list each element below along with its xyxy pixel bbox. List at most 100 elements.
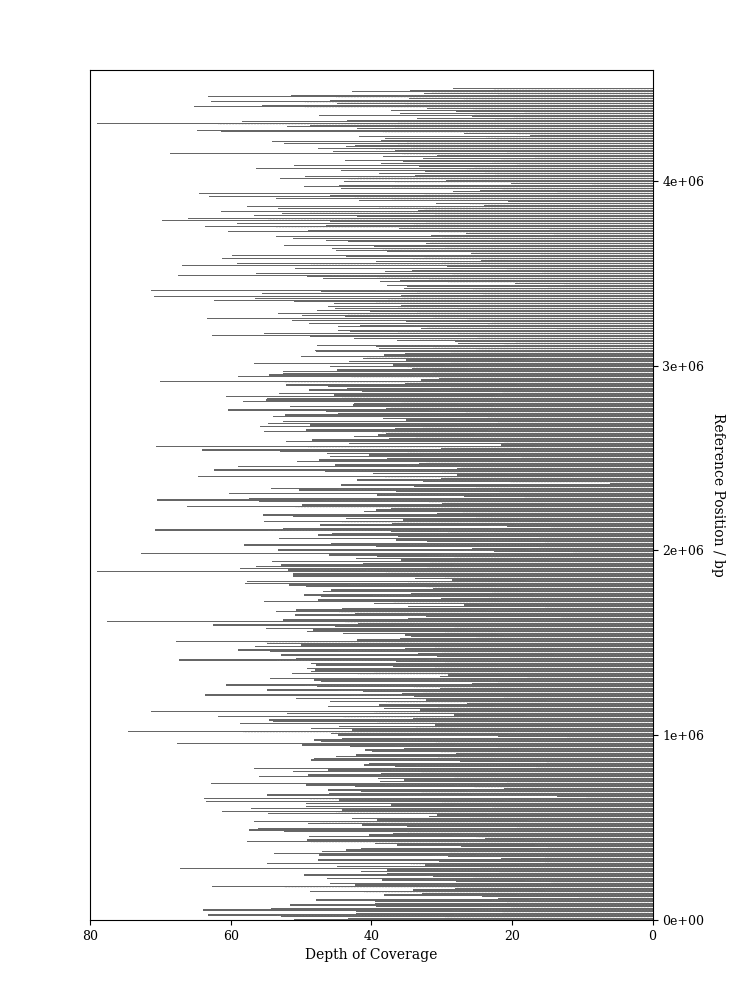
Bar — [274, 853, 652, 854]
Bar — [330, 366, 652, 367]
Bar — [349, 361, 652, 362]
Bar — [435, 724, 652, 726]
Bar — [326, 225, 652, 226]
Bar — [256, 566, 652, 567]
Bar — [180, 868, 652, 869]
Bar — [254, 215, 652, 216]
Bar — [336, 756, 652, 757]
Bar — [304, 594, 652, 596]
Bar — [316, 351, 652, 352]
Bar — [416, 175, 652, 176]
Bar — [244, 544, 652, 546]
Bar — [374, 246, 652, 247]
Bar — [238, 649, 652, 651]
Bar — [310, 424, 652, 426]
Bar — [320, 681, 652, 682]
Bar — [220, 131, 652, 132]
Bar — [472, 116, 652, 117]
Bar — [413, 718, 652, 719]
Bar — [381, 163, 652, 164]
Bar — [332, 589, 652, 591]
Bar — [374, 603, 652, 604]
Bar — [355, 403, 652, 404]
Bar — [335, 464, 652, 466]
Bar — [320, 524, 652, 526]
Bar — [154, 296, 652, 297]
Bar — [384, 354, 652, 356]
Bar — [177, 743, 652, 744]
Bar — [381, 773, 652, 774]
Bar — [343, 633, 652, 634]
Bar — [387, 285, 652, 286]
Bar — [374, 473, 652, 474]
Bar — [206, 226, 652, 227]
Bar — [421, 328, 652, 329]
Bar — [331, 543, 652, 544]
Bar — [356, 558, 652, 559]
Bar — [290, 904, 652, 906]
Bar — [292, 673, 652, 674]
Bar — [290, 406, 652, 407]
Bar — [284, 373, 652, 374]
Bar — [482, 896, 652, 897]
Bar — [304, 186, 652, 187]
Bar — [369, 763, 652, 764]
Y-axis label: Reference Position / bp: Reference Position / bp — [711, 413, 725, 577]
Bar — [278, 313, 652, 314]
Bar — [466, 233, 652, 234]
Bar — [424, 158, 652, 159]
Bar — [284, 831, 652, 832]
Bar — [354, 338, 652, 339]
Bar — [409, 618, 652, 619]
Bar — [338, 330, 652, 331]
Bar — [345, 316, 652, 317]
Bar — [398, 536, 652, 537]
Bar — [401, 559, 652, 561]
Bar — [357, 639, 652, 641]
Bar — [276, 236, 652, 237]
Bar — [440, 688, 652, 689]
Bar — [267, 643, 652, 644]
Bar — [292, 576, 652, 577]
Bar — [288, 569, 652, 571]
Bar — [380, 173, 652, 174]
Bar — [278, 393, 652, 394]
Bar — [336, 250, 652, 251]
Bar — [308, 774, 652, 776]
Bar — [358, 623, 652, 624]
Bar — [328, 706, 652, 707]
Bar — [452, 191, 652, 192]
Bar — [431, 235, 652, 236]
Bar — [318, 534, 652, 536]
Bar — [404, 779, 652, 781]
Bar — [452, 579, 652, 581]
Bar — [391, 804, 652, 806]
Bar — [417, 118, 652, 119]
Bar — [328, 306, 652, 307]
Bar — [347, 388, 652, 389]
Bar — [346, 849, 652, 851]
Bar — [305, 803, 652, 804]
Bar — [204, 798, 652, 799]
Bar — [170, 153, 652, 154]
Bar — [397, 844, 652, 846]
Bar — [319, 859, 652, 861]
Bar — [358, 479, 652, 481]
Bar — [376, 509, 652, 511]
Bar — [141, 553, 652, 554]
Bar — [437, 155, 652, 156]
Bar — [515, 283, 652, 284]
Bar — [222, 811, 652, 812]
Bar — [391, 531, 652, 532]
Bar — [472, 548, 652, 549]
Bar — [284, 414, 652, 416]
Bar — [375, 843, 652, 844]
Bar — [610, 483, 652, 484]
Bar — [292, 574, 652, 576]
Bar — [272, 908, 652, 909]
Bar — [388, 438, 652, 439]
Bar — [342, 809, 652, 811]
Bar — [350, 746, 652, 747]
Bar — [448, 856, 652, 857]
Bar — [206, 801, 652, 802]
